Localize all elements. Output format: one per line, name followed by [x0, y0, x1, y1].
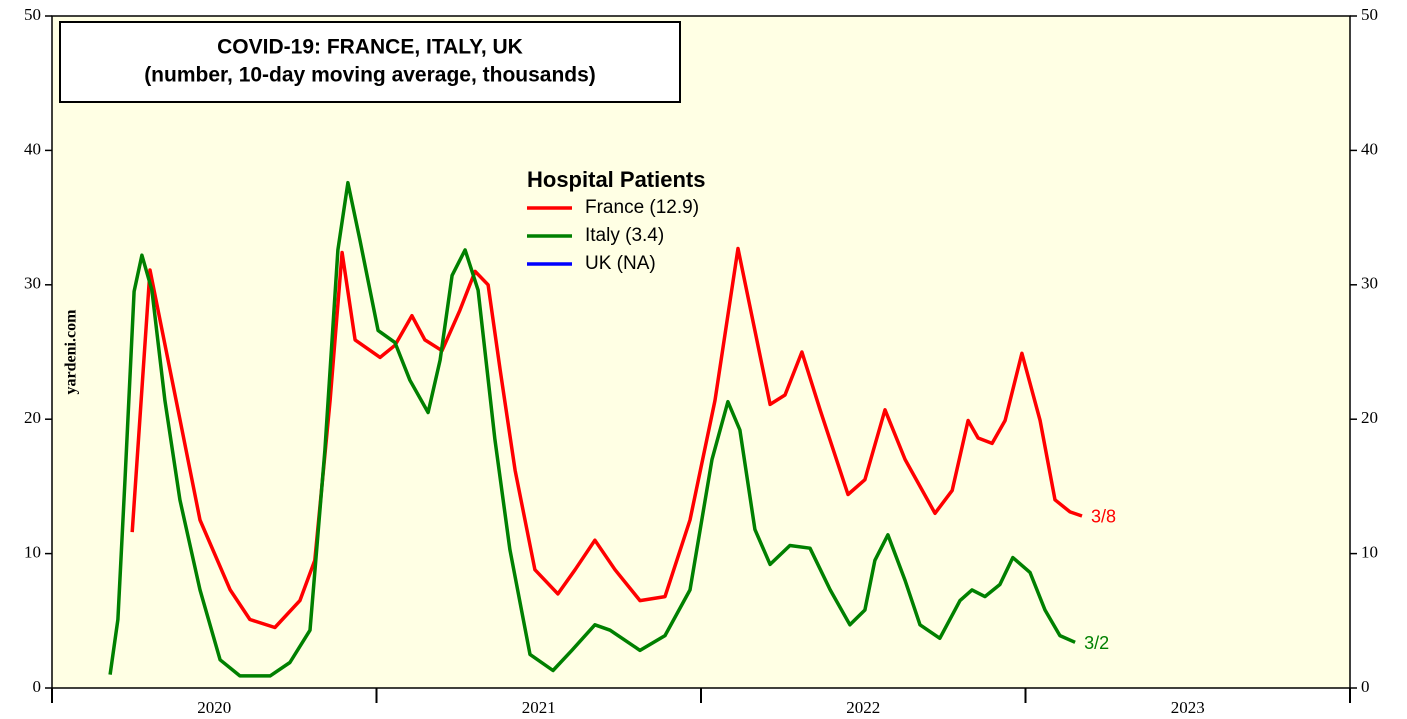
y-tick-label: 0: [33, 677, 42, 696]
legend-label: UK (NA): [585, 253, 656, 274]
x-category-label: 2020: [197, 698, 231, 717]
y2-tick-label: 30: [1361, 274, 1378, 293]
legend-label: Italy (3.4): [585, 225, 664, 246]
y-tick-label: 30: [24, 274, 41, 293]
source: yardeni.com: [63, 309, 80, 395]
x-category-label: 2021: [522, 698, 556, 717]
chart-title: COVID-19: FRANCE, ITALY, UK: [217, 36, 523, 59]
legend-label: France (12.9): [585, 197, 699, 218]
y2-tick-label: 20: [1361, 408, 1378, 427]
series-line: [108, 180, 1076, 678]
end-label: 3/8: [1091, 507, 1116, 527]
title-box: [59, 21, 681, 103]
legend-title: Hospital Patients: [527, 167, 705, 192]
y2-tick-label: 10: [1361, 543, 1378, 562]
plot-background: [52, 16, 1350, 688]
end-label: 3/2: [1084, 633, 1109, 653]
y2-tick-label: 0: [1361, 677, 1370, 696]
y2-tick-label: 50: [1361, 5, 1378, 24]
y-tick-label: 20: [24, 408, 41, 427]
x-category-label: 2023: [1171, 698, 1205, 717]
x-category-label: 2022: [846, 698, 880, 717]
y-tick-label: 10: [24, 543, 41, 562]
y-tick-label: 50: [24, 5, 41, 24]
y-tick-label: 40: [24, 139, 41, 158]
chart-subtitle: (number, 10-day moving average, thousand…: [144, 64, 596, 87]
y2-tick-label: 40: [1361, 139, 1378, 158]
